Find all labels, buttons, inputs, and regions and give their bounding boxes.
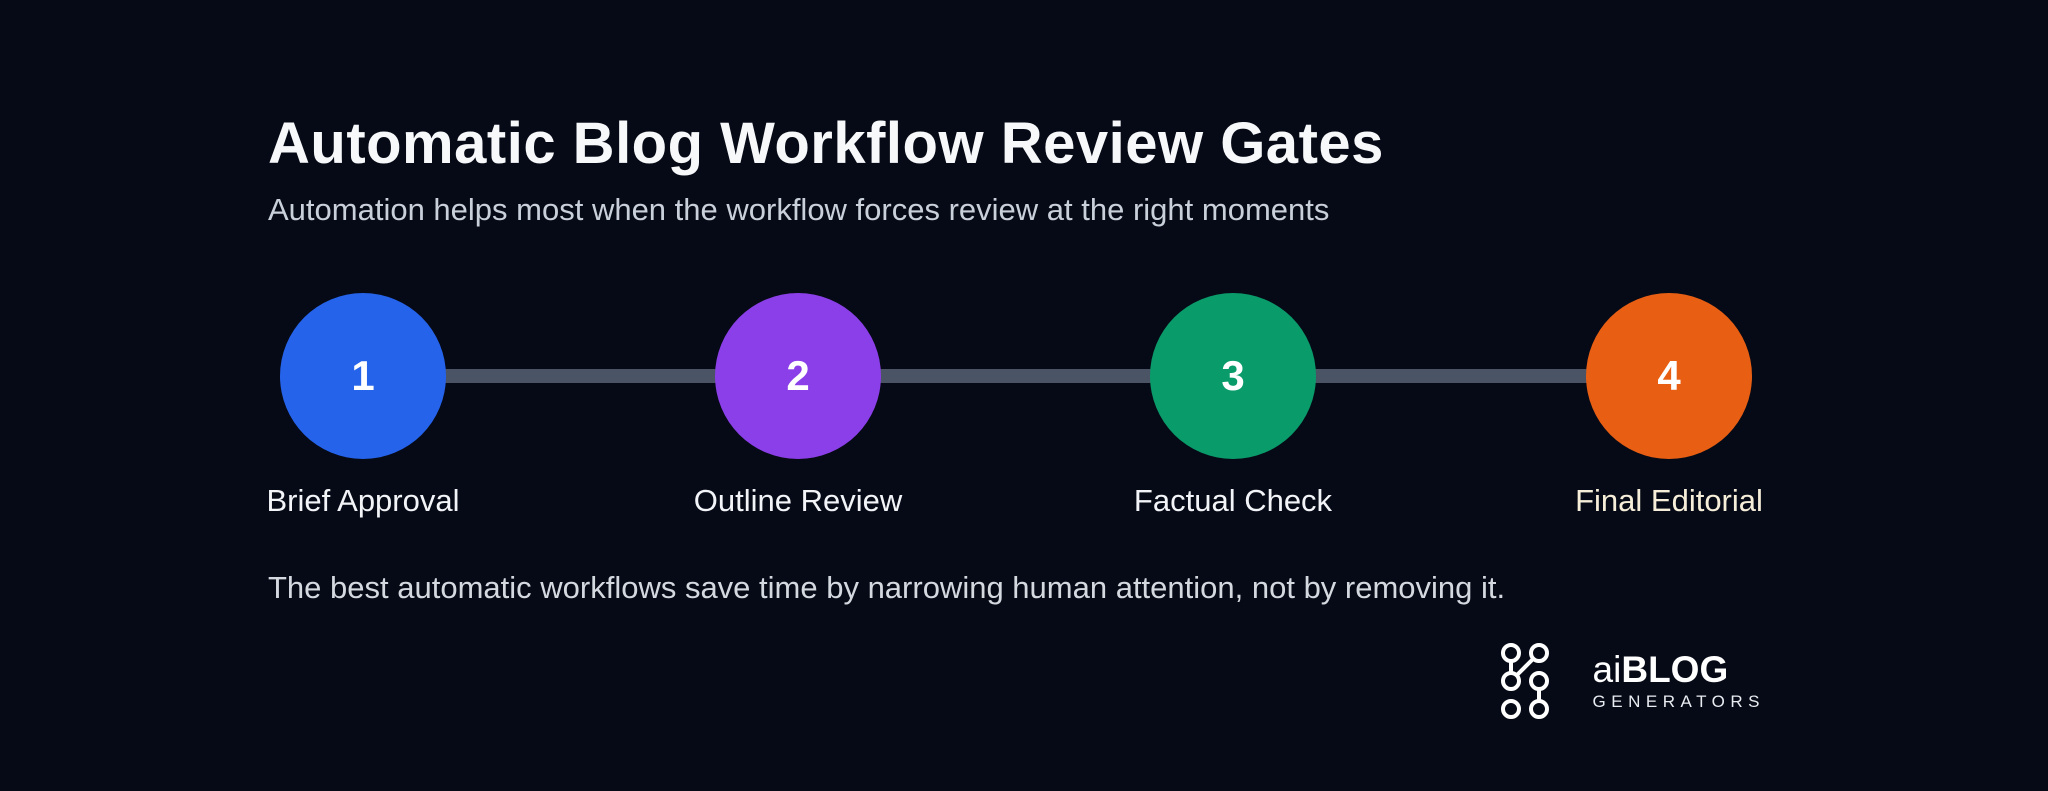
step-2-circle: 2 bbox=[715, 293, 881, 459]
logo-name: BLOG bbox=[1621, 648, 1729, 690]
step-4-circle: 4 bbox=[1586, 293, 1752, 459]
timeline-connector bbox=[363, 369, 1669, 383]
step-2-number: 2 bbox=[786, 352, 810, 399]
brand-logo: aiBLOG GENERATORS bbox=[1499, 641, 1765, 721]
page-title: Automatic Blog Workflow Review Gates bbox=[268, 111, 1384, 176]
page-subtitle: Automation helps most when the workflow … bbox=[268, 192, 1330, 227]
step-1-number: 1 bbox=[351, 352, 375, 399]
step-4-label: Final Editorial bbox=[1575, 483, 1763, 518]
step-3-number: 3 bbox=[1221, 352, 1245, 399]
step-3-label: Factual Check bbox=[1133, 483, 1333, 518]
logo-wordmark: aiBLOG bbox=[1592, 648, 1729, 691]
logo-tagline: GENERATORS bbox=[1592, 692, 1765, 712]
step-3-circle: 3 bbox=[1150, 293, 1316, 459]
step-4-number: 4 bbox=[1657, 352, 1681, 399]
footer-note: The best automatic workflows save time b… bbox=[268, 570, 1506, 605]
dots-network-icon bbox=[1499, 641, 1573, 721]
logo-prefix: ai bbox=[1592, 648, 1622, 690]
logo-text: aiBLOG GENERATORS bbox=[1592, 648, 1765, 713]
step-2-label: Outline Review bbox=[693, 483, 903, 518]
step-1-circle: 1 bbox=[280, 293, 446, 459]
step-1-label: Brief Approval bbox=[266, 483, 460, 518]
